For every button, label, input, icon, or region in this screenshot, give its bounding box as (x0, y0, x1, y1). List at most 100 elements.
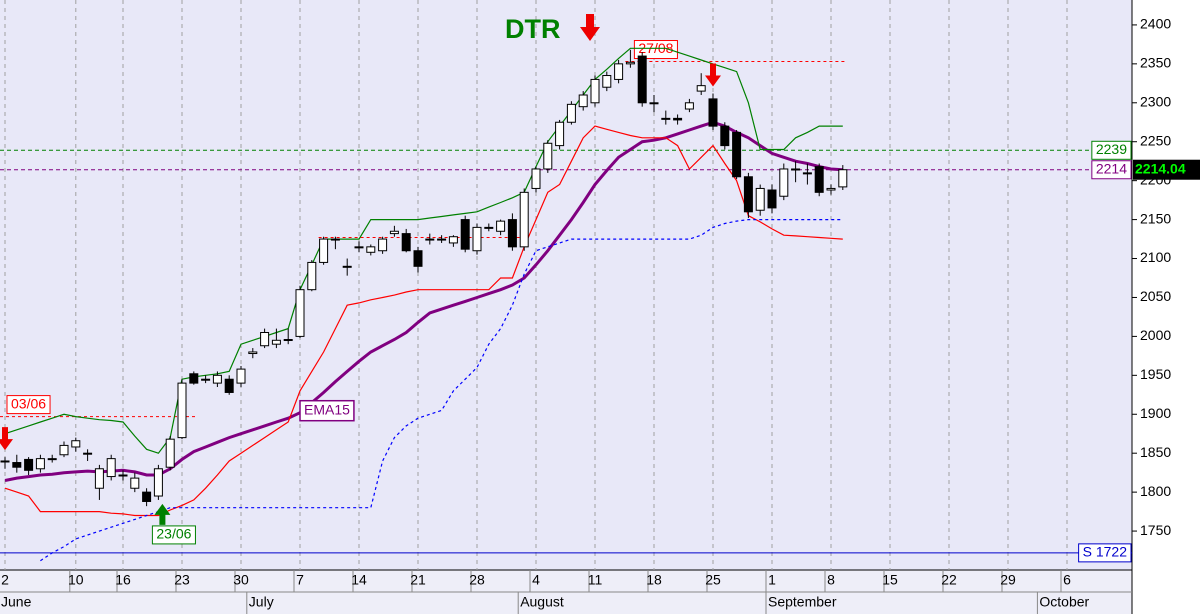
candle-body (496, 220, 506, 232)
candle-body (602, 75, 612, 88)
y-tick-label: 2300 (1140, 93, 1171, 109)
y-tick-label: 2050 (1140, 288, 1171, 304)
candle-body (389, 230, 399, 235)
candle-body (71, 440, 81, 448)
x-tick-label: 10 (68, 572, 84, 588)
candle-body (614, 63, 624, 80)
candle-body (224, 378, 234, 393)
candle-body (271, 339, 281, 345)
ema-line (4, 120, 843, 482)
candle-body (448, 236, 458, 244)
candle-body (330, 238, 340, 241)
candle-body (590, 78, 600, 104)
x-tick-label: 28 (469, 572, 485, 588)
x-tick-label: 22 (941, 572, 957, 588)
x-tick-label: 8 (827, 572, 835, 588)
y-tick-label: 1800 (1140, 483, 1171, 499)
candle-body (720, 125, 730, 147)
candle-body (460, 219, 470, 250)
candle-body (106, 458, 116, 478)
candle-body (283, 339, 293, 342)
level-label-box (1091, 160, 1132, 180)
band-line (40, 219, 843, 562)
x-tick-label: 16 (115, 572, 131, 588)
candle-body (201, 378, 211, 381)
candle-body (401, 233, 411, 252)
last-price-label: 2214.04 (1135, 160, 1186, 176)
candle-body (12, 462, 22, 468)
title-group: DTR (505, 14, 600, 44)
candle-body (779, 168, 789, 197)
x-tick-label: 4 (532, 572, 540, 588)
candle-body (366, 246, 376, 253)
axis-background (1132, 0, 1200, 614)
y-tick-label: 2150 (1140, 210, 1171, 226)
y-tick-label: 1900 (1140, 405, 1171, 421)
candle-body (378, 238, 388, 252)
last-price-box (1133, 159, 1200, 180)
y-tick-label: 1850 (1140, 444, 1171, 460)
y-tick-label: 2400 (1140, 16, 1171, 32)
candle-body (189, 373, 199, 384)
candle-body (354, 246, 364, 249)
candle-body (236, 368, 246, 384)
x-tick-label: 6 (1063, 572, 1071, 588)
candle-body (307, 261, 317, 291)
candle-body (673, 117, 683, 121)
candle-body (342, 265, 352, 268)
sell-arrow (0, 427, 13, 451)
candle-body (696, 85, 706, 92)
title-arrow (580, 14, 600, 41)
candle-body (519, 191, 529, 248)
x-tick-label: 18 (646, 572, 662, 588)
ema-label-box (299, 399, 355, 422)
candle-body (59, 444, 69, 456)
candle-body (248, 351, 258, 355)
candle-body (661, 117, 671, 120)
y-tick-label: 2350 (1140, 55, 1171, 71)
candle-body (425, 238, 435, 241)
candle-body (484, 226, 494, 229)
x-tick-label: 1 (768, 572, 776, 588)
candle-body (507, 219, 517, 248)
resistance-label: 03/06 (11, 395, 46, 411)
candle-body (0, 460, 10, 463)
month-label: August (520, 594, 564, 610)
level-label: 2214 (1096, 160, 1127, 176)
signal-label-box (151, 525, 196, 545)
candle-body (755, 187, 765, 211)
candle-body (625, 61, 635, 65)
candle-body (212, 374, 222, 384)
x-tick-label: 25 (705, 572, 721, 588)
candle-body (543, 142, 553, 170)
x-tick-label: 2 (1, 572, 9, 588)
candle-body (649, 102, 659, 105)
candle-body (732, 131, 742, 178)
level-label-box (1091, 140, 1132, 160)
candle-body (472, 226, 482, 252)
level-label: 2239 (1096, 141, 1127, 157)
candle-body (814, 166, 824, 193)
month-label: October (1039, 594, 1089, 610)
band-line (4, 47, 843, 454)
candle-body (130, 477, 140, 489)
candle-body (295, 289, 305, 337)
y-tick-label: 1950 (1140, 366, 1171, 382)
candle-body (767, 189, 777, 209)
candle-body (142, 491, 152, 502)
candle-body (566, 103, 576, 123)
candle-body (826, 187, 836, 191)
candle-body (838, 169, 848, 188)
candle-body (684, 102, 694, 110)
plot-background (0, 0, 1132, 570)
candle-body (531, 168, 541, 189)
x-tick-label: 11 (588, 572, 603, 588)
candle-body (165, 438, 175, 468)
candle-body (555, 121, 565, 147)
x-tick-label: 14 (351, 572, 367, 588)
x-tick-label: 30 (233, 572, 249, 588)
month-label: September (768, 594, 837, 610)
candle-body (319, 238, 329, 263)
candle-body (802, 172, 812, 175)
